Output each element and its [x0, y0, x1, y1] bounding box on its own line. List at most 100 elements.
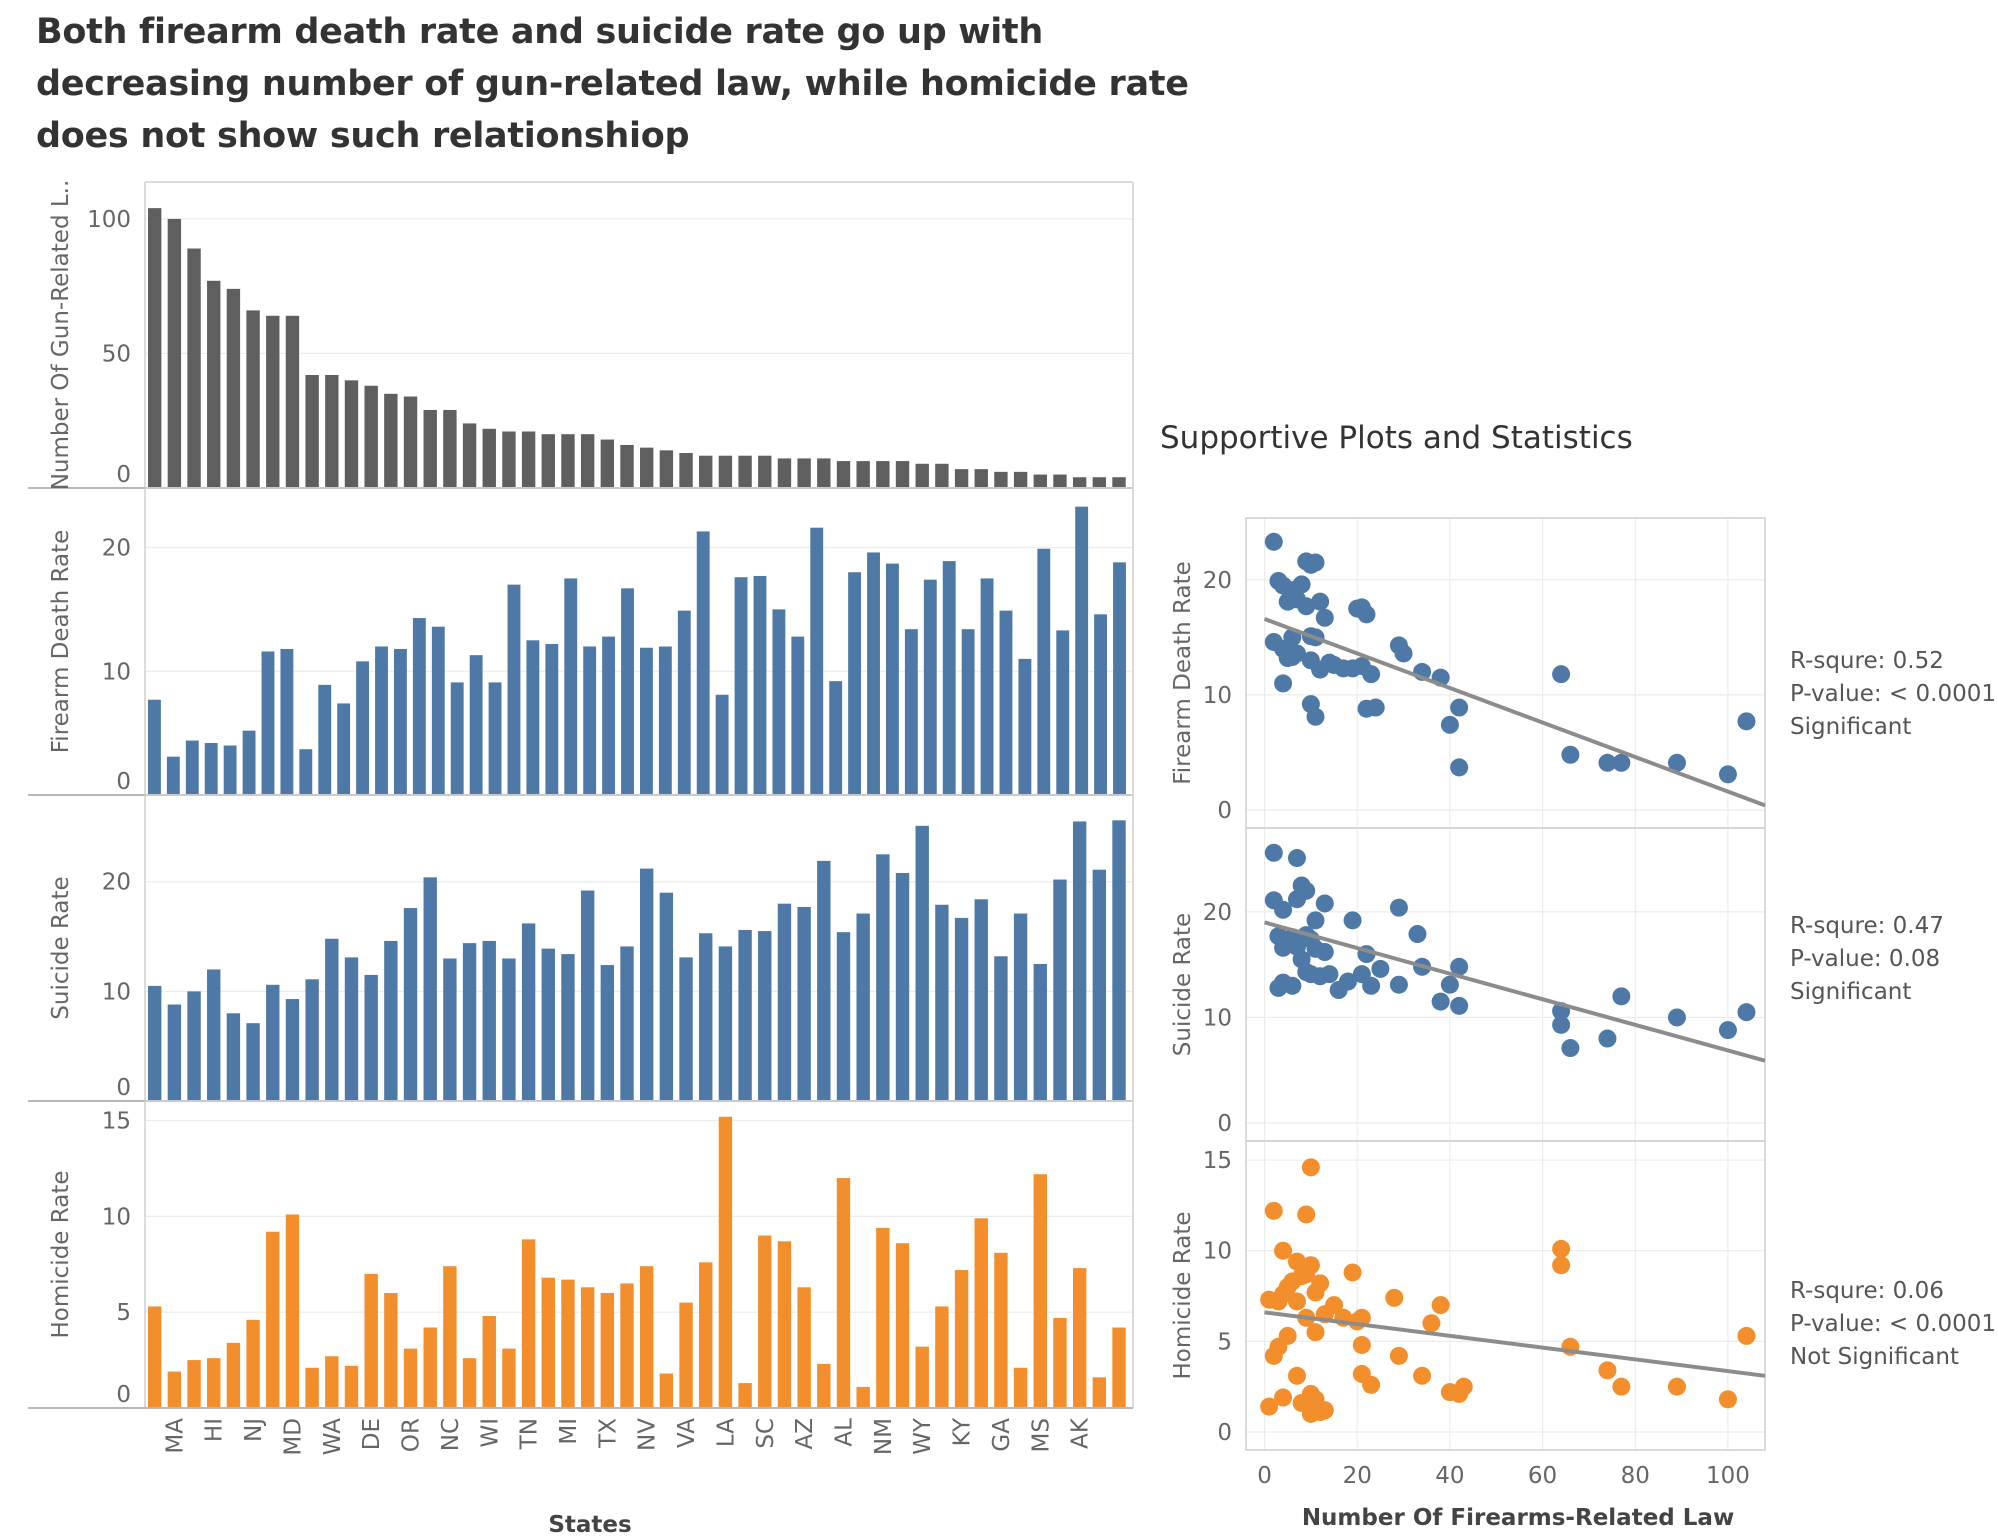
- y-tick-label: 5: [116, 1300, 131, 1326]
- bar: [836, 1178, 851, 1408]
- bar: [791, 636, 805, 795]
- scatter-point: [1371, 959, 1390, 978]
- scatter-point: [1287, 1252, 1306, 1271]
- bar: [876, 1227, 890, 1408]
- bar: [867, 552, 880, 795]
- bar: [915, 825, 929, 1101]
- r-square-label: R-squre: 0.06: [1790, 1278, 1944, 1304]
- bar: [1013, 913, 1028, 1101]
- x-tick-label: WI: [477, 1418, 503, 1448]
- bar: [305, 979, 319, 1101]
- scatter-point: [1450, 698, 1469, 717]
- scatter-point: [1394, 644, 1413, 663]
- y-tick-label: 0: [1217, 798, 1232, 824]
- y-tick-label: 50: [102, 341, 131, 367]
- bar: [817, 860, 831, 1101]
- trend-line: [1264, 1310, 1766, 1378]
- bar: [935, 1306, 949, 1408]
- x-tick-label: 80: [1621, 1463, 1650, 1489]
- bar: [580, 434, 595, 488]
- scatter-point: [1306, 707, 1325, 726]
- bar: [994, 1252, 1008, 1408]
- y-tick-label: 0: [1217, 1420, 1232, 1446]
- scatter-point: [1612, 1377, 1631, 1396]
- bar: [836, 932, 851, 1101]
- bar: [541, 434, 555, 488]
- bar: [1056, 630, 1070, 795]
- bar: [187, 248, 201, 488]
- x-tick-label: LA: [713, 1418, 739, 1447]
- x-tick-label: MA: [162, 1418, 188, 1454]
- bar: [772, 609, 786, 796]
- scatter-point: [1264, 532, 1283, 551]
- scatter-point: [1343, 1263, 1362, 1282]
- bar: [699, 933, 713, 1101]
- bar: [715, 694, 729, 795]
- x-tick-label: AL: [831, 1418, 857, 1447]
- scatter-point: [1561, 745, 1580, 764]
- y-axis-title: Suicide Rate: [1170, 913, 1196, 1056]
- scatter-point: [1737, 1003, 1756, 1022]
- scatter-point: [1315, 608, 1334, 627]
- bar: [443, 409, 457, 488]
- trend-line: [1263, 617, 1766, 808]
- bar: [620, 1283, 634, 1408]
- stats-block-homicide: R-squre: 0.06 P-value: < 0.0001 Not Sign…: [1790, 1275, 1996, 1374]
- y-tick-label: 20: [1203, 568, 1232, 594]
- bar: [718, 455, 733, 488]
- y-tick-label: 20: [102, 870, 131, 896]
- bar: [935, 463, 949, 488]
- x-tick-label: TX: [595, 1418, 621, 1449]
- y-tick-label: 0: [116, 1382, 131, 1408]
- stats-block-suicide: R-squre: 0.47 P-value: 0.08 Significant: [1790, 910, 1944, 1009]
- bar: [1112, 477, 1126, 488]
- scatter-point: [1292, 575, 1311, 594]
- bar: [1113, 562, 1126, 795]
- bar: [266, 984, 280, 1101]
- panel-border: [1245, 827, 1766, 1142]
- bar: [344, 380, 359, 488]
- scatter-point: [1311, 592, 1330, 611]
- bar: [1053, 1317, 1067, 1408]
- bar: [344, 957, 359, 1101]
- bar: [285, 315, 300, 488]
- bar: [777, 458, 792, 488]
- bar: [482, 940, 496, 1101]
- bar: [318, 684, 332, 795]
- bar: [699, 1262, 713, 1408]
- y-tick-label: 15: [102, 1109, 131, 1135]
- bar: [207, 280, 221, 488]
- x-tick-label: AK: [1068, 1417, 1094, 1449]
- bar: [521, 923, 536, 1101]
- y-tick-label: 20: [102, 536, 131, 562]
- x-axis-title: States: [548, 1512, 631, 1538]
- scatter-point: [1552, 1015, 1571, 1034]
- bar: [602, 636, 616, 795]
- bar: [876, 461, 890, 488]
- significance-label: Not Significant: [1790, 1344, 1959, 1370]
- y-tick-label: 10: [102, 659, 131, 685]
- scatter-point: [1297, 597, 1316, 616]
- y-tick-label: 5: [1217, 1329, 1232, 1355]
- y-tick-label: 0: [116, 769, 131, 795]
- y-tick-label: 10: [102, 979, 131, 1005]
- scatter-point: [1667, 1008, 1686, 1027]
- bar: [1094, 614, 1108, 795]
- y-tick-label: 15: [1203, 1148, 1232, 1174]
- bar: [285, 999, 300, 1101]
- scatter-point: [1667, 1377, 1686, 1396]
- scatter-point: [1362, 1375, 1381, 1394]
- bar: [640, 868, 654, 1101]
- bar: [1072, 477, 1087, 488]
- y-tick-label: 10: [1203, 1239, 1232, 1265]
- scatter-point: [1306, 553, 1325, 572]
- bar: [384, 1293, 398, 1408]
- x-tick-label: NM: [871, 1418, 897, 1455]
- bar: [375, 646, 388, 795]
- bar: [620, 444, 634, 488]
- bar: [226, 1342, 241, 1408]
- bar: [423, 1327, 437, 1408]
- scatter-point: [1320, 965, 1339, 984]
- bar: [204, 743, 218, 795]
- scatter-point: [1260, 1397, 1279, 1416]
